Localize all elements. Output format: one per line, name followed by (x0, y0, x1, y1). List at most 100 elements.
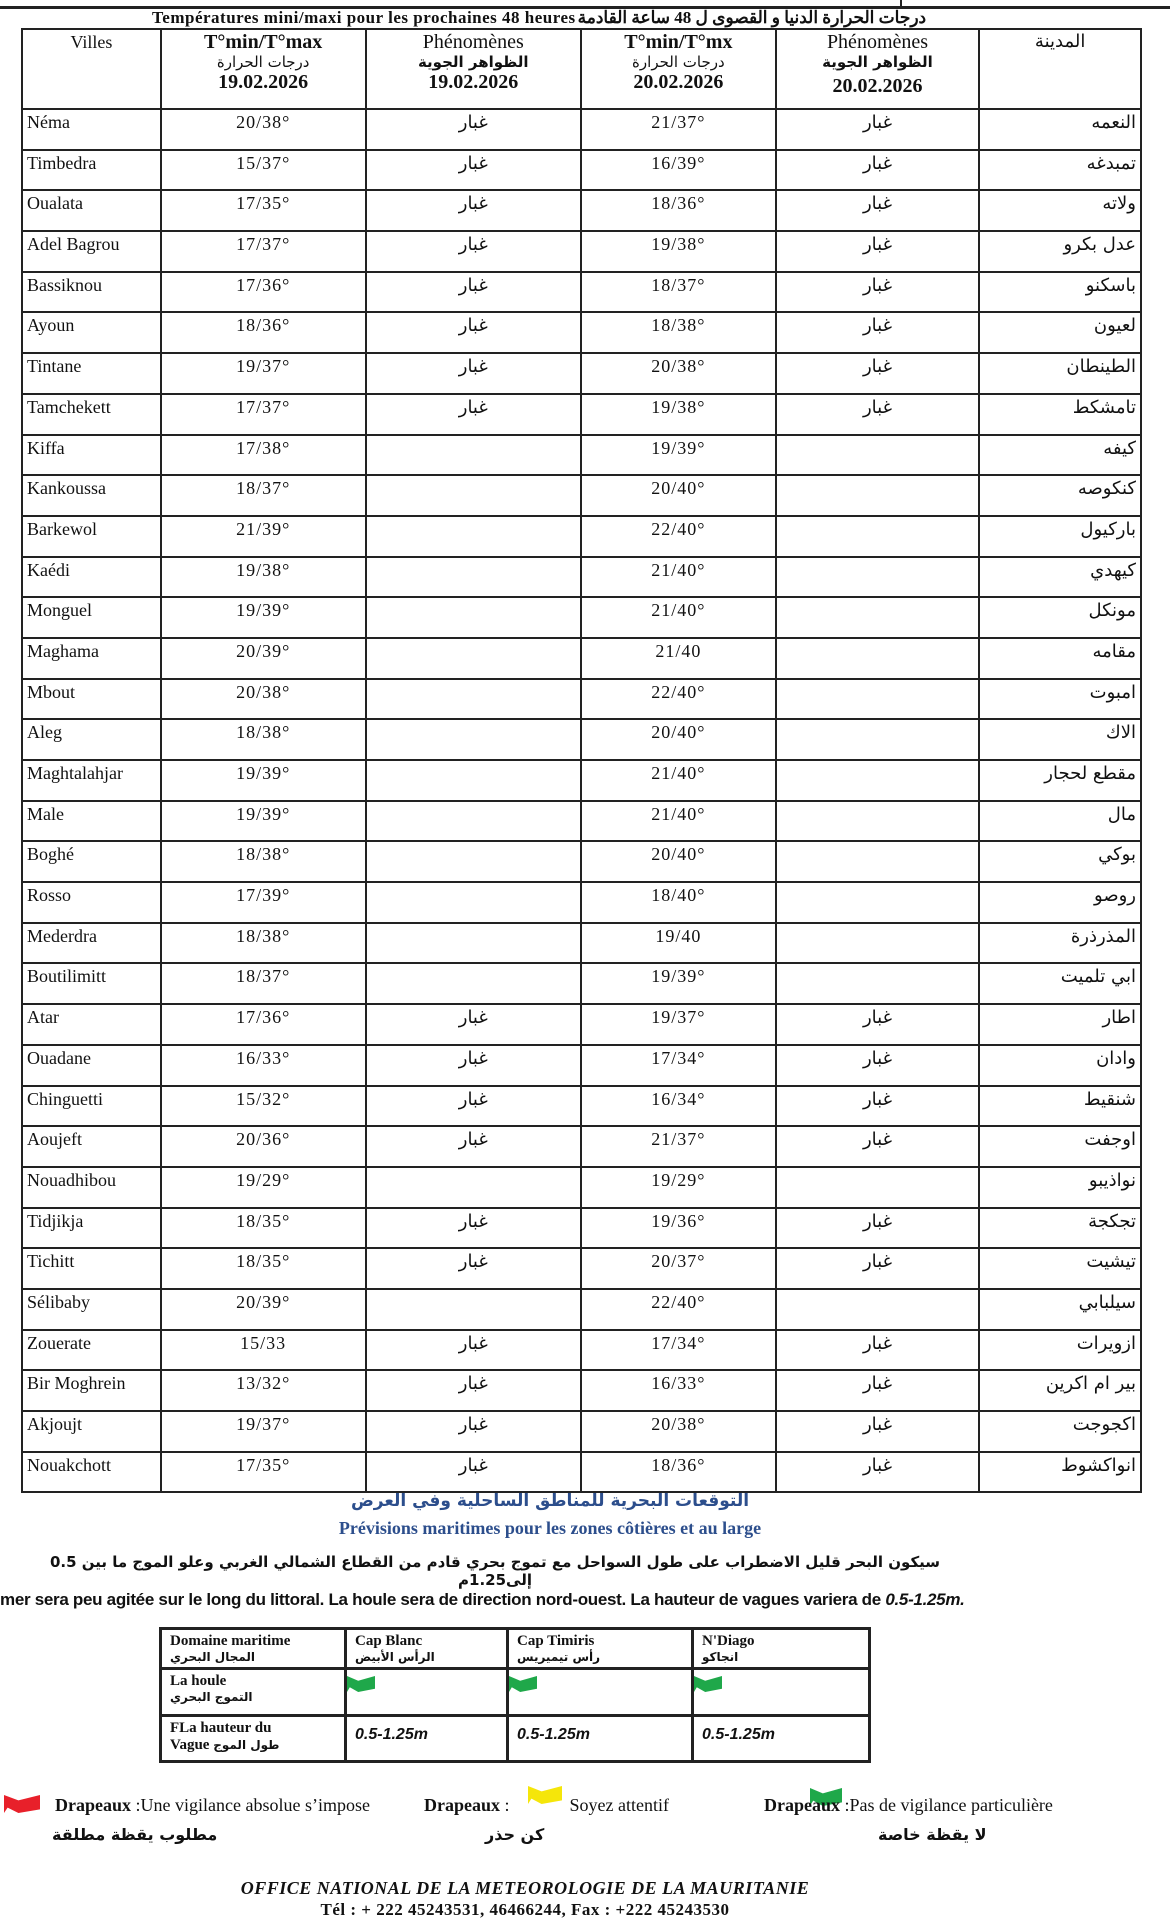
phenomenon-day2: غبار (774, 189, 981, 233)
phenomenon-day1: غبار (364, 1369, 583, 1412)
table-row: Timbedra 15/37° غبار 16/39° غبار تمبدغه (21, 148, 1142, 192)
header-tmin-day2: T°min/T°mx درجات الحرارة 20.02.2026 (580, 28, 777, 110)
temp-day1: 18/37° (159, 474, 367, 517)
marine-wave-value: 0.5-1.25m. (885, 1590, 965, 1609)
temp-day1: 17/37° (159, 230, 367, 273)
phenomenon-day1 (364, 596, 583, 639)
hauteur-label-2: Vague (170, 1737, 210, 1753)
phenomenon-day1: غبار (364, 352, 583, 395)
header-label: T°min/T°mx (624, 31, 733, 53)
houle-cap-blanc (344, 1667, 509, 1717)
table-row: Ayoun 18/36° غبار 18/38° غبار لعيون (21, 311, 1142, 355)
table-row: Tamchekett 17/37° غبار 19/38° غبار تامشكط (21, 392, 1142, 436)
temp-day2: 21/40 (580, 636, 777, 680)
city-name: Atar (21, 1003, 162, 1046)
city-name-ar: كيفه (978, 433, 1142, 477)
temp-day2: 19/39° (580, 962, 777, 1006)
header-label: T°min/T°max (204, 31, 323, 53)
city-name-ar: نواذيبو (978, 1165, 1142, 1209)
phenomenon-day1: غبار (364, 1125, 583, 1168)
table-row: Nouadhibou 19/29° 19/29° نواذيبو (21, 1165, 1142, 1209)
temp-day1: 20/38° (159, 677, 367, 721)
city-name-ar: روصو (978, 881, 1142, 924)
marine-table: Domaine maritime المجال البحري Cap Blanc ا… (159, 1627, 871, 1763)
temp-day2: 20/40° (580, 840, 777, 884)
phenomenon-day2: غبار (774, 270, 981, 314)
header-arabic-city: المدينة (978, 28, 1142, 110)
phenomenon-day2: غبار (774, 1450, 981, 1494)
green-flag-icon (810, 1788, 842, 1806)
temp-day2: 18/36° (580, 1450, 777, 1494)
legend-text-2: Soyez attentif (569, 1795, 669, 1815)
phenomenon-day1 (364, 759, 583, 802)
phenomenon-day2 (774, 1165, 981, 1209)
phenomenon-day1: غبار (364, 1084, 583, 1128)
temp-day2: 17/34° (580, 1043, 777, 1087)
zone-name-ar: انجاكو (702, 1650, 739, 1664)
table-row: Nouakchott 17/35° غبار 18/36° غبار انواكشوط (21, 1450, 1142, 1494)
temp-day1: 18/38° (159, 840, 367, 884)
city-name: Monguel (21, 596, 162, 639)
city-name: Mederdra (21, 921, 162, 965)
wave-height: 0.5-1.25m (355, 1726, 428, 1743)
temp-day1: 15/37° (159, 148, 367, 192)
green-flag-icon (509, 1676, 537, 1692)
header-label: Phénomènes (826, 31, 929, 53)
city-name-ar: انواكشوط (978, 1450, 1142, 1494)
temp-day1: 18/35° (159, 1206, 367, 1250)
city-name-ar: اطار (978, 1003, 1142, 1046)
table-row: Zouerate 15/33 غبار 17/34° غبار ازويرات (21, 1328, 1142, 1372)
city-name-ar: بوكي (978, 840, 1142, 884)
city-name-ar: ازويرات (978, 1328, 1142, 1372)
city-name-ar: ولاته (978, 189, 1142, 233)
hauteur-cap-blanc: 0.5-1.25m (344, 1714, 509, 1763)
zone-name: N'Diago (702, 1633, 755, 1649)
table-row: Mbout 20/38° 22/40° امبوت (21, 677, 1142, 721)
table-row: Aoujeft 20/36° غبار 21/37° غبار اوجفت (21, 1125, 1142, 1168)
city-name: Ayoun (21, 311, 162, 355)
temp-day1: 18/38° (159, 921, 367, 965)
city-name: Bassiknou (21, 270, 162, 314)
temp-day1: 19/39° (159, 596, 367, 639)
zone-name-ar: الرأس الأبيض (355, 1650, 435, 1664)
legend-yellow: Drapeaux : Soyez attentif (424, 1795, 669, 1816)
phenomenon-day1: غبار (364, 1206, 583, 1250)
city-name-ar: باركيول (978, 514, 1142, 558)
legend-label: Drapeaux (424, 1795, 500, 1815)
table-row: Barkewol 21/39° 22/40° باركيول (21, 514, 1142, 558)
header-date: 19.02.2026 (218, 71, 309, 93)
phenomenon-day1 (364, 636, 583, 680)
city-name-ar: النعمه (978, 108, 1142, 151)
city-name: Timbedra (21, 148, 162, 192)
hauteur-label-ar: طول الموج (213, 1738, 280, 1752)
phenomenon-day1: غبار (364, 148, 583, 192)
temp-day2: 22/40° (580, 677, 777, 721)
header-ar: الظواهر الجوية (822, 53, 933, 71)
table-row: Oualata 17/35° غبار 18/36° غبار ولاته (21, 189, 1142, 233)
marine-title-fr: Prévisions maritimes pour les zones côti… (338, 1518, 762, 1538)
table-row: Rosso 17/39° 18/40° روصو (21, 881, 1142, 924)
phenomenon-day1 (364, 1165, 583, 1209)
temp-day2: 21/40° (580, 799, 777, 843)
hauteur-ndiago: 0.5-1.25m (691, 1714, 871, 1763)
temp-day1: 18/38° (159, 718, 367, 761)
temp-day1: 16/33° (159, 1043, 367, 1087)
table-row: Male 19/39° 21/40° مال (21, 799, 1142, 843)
phenomenon-day1: غبار (364, 230, 583, 273)
phenomenon-day1 (364, 840, 583, 884)
phenomenon-day2 (774, 596, 981, 639)
temp-day2: 20/37° (580, 1247, 777, 1290)
temp-day1: 20/38° (159, 108, 367, 151)
city-name: Tidjikja (21, 1206, 162, 1250)
phenomenon-day2 (774, 759, 981, 802)
city-name: Mbout (21, 677, 162, 721)
city-name-ar: ابي تلميت (978, 962, 1142, 1006)
header-ar: الظواهر الجوية (417, 53, 529, 71)
phenomenon-day1 (364, 718, 583, 761)
phenomenon-day1: غبار (364, 1003, 583, 1046)
city-name: Kiffa (21, 433, 162, 477)
temperature-table: Villes T°min/T°max درجات الحرارة 19.02.202… (21, 28, 1142, 1494)
legend-red: Drapeaux :Une vigilance absolue s’impose (55, 1795, 370, 1816)
title-ar: درجات الحرارة الدنيا و القصوى ل 48 ساعة … (577, 8, 927, 27)
phenomenon-day2: غبار (774, 1328, 981, 1372)
